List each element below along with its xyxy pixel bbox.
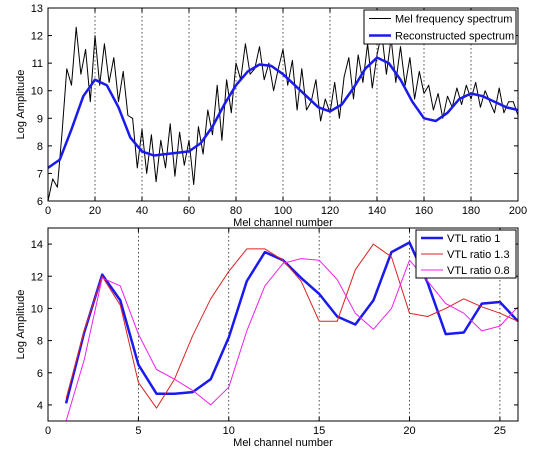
- y-tick-label: 6: [37, 368, 43, 380]
- series-line: [65, 258, 519, 422]
- series-line: [47, 26, 519, 202]
- x-axis-label: Mel channel number: [233, 437, 333, 449]
- series-line: [65, 243, 519, 409]
- y-tick-label: 14: [31, 239, 43, 251]
- y-tick-label: 8: [37, 336, 43, 348]
- top-chart: 0 20 40 60 80 100 120 140 160 180 200 6 7 8 9 10 11 12 13 M…: [15, 3, 527, 229]
- y-tick-label: 11: [32, 58, 43, 70]
- x-axis-label: Mel channel number: [233, 217, 333, 229]
- x-tick-label: 15: [313, 425, 325, 437]
- x-tick-label: 160: [415, 205, 433, 217]
- legend-label: VTL ratio 1.3: [447, 249, 510, 261]
- y-axis-label: Log Amplitude: [15, 290, 27, 360]
- y-tick-label: 7: [37, 168, 43, 180]
- x-tick-label: 180: [462, 205, 480, 217]
- y-tick-label: 12: [31, 271, 43, 283]
- x-tick-label: 10: [223, 425, 235, 437]
- legend-label: Reconstructed spectrum: [395, 31, 514, 43]
- y-tick-label: 12: [31, 31, 43, 43]
- x-tick-label: 20: [403, 425, 415, 437]
- y-tick-label: 8: [37, 141, 43, 153]
- y-axis-label: Log Amplitude: [15, 70, 27, 140]
- y-tick-label: 6: [37, 196, 43, 208]
- bottom-chart: 0 5 10 15 20 25 4 6 8 10 12 14 Mel channel number Log…: [15, 227, 519, 449]
- axes-box: [47, 227, 519, 422]
- x-tick-label: 140: [368, 205, 386, 217]
- x-tick-label: 5: [135, 425, 141, 437]
- y-tick-label: 4: [37, 400, 43, 412]
- x-tick-label: 80: [230, 205, 242, 217]
- x-tick-label: 40: [136, 205, 148, 217]
- legend: Mel frequency spectrum Reconstructed spec…: [363, 9, 517, 45]
- series-line: [47, 56, 519, 169]
- y-tick-label: 10: [31, 86, 43, 98]
- x-tick-label: 25: [494, 425, 506, 437]
- legend-label: VTL ratio 0.8: [447, 265, 510, 277]
- y-tick-label: 10: [31, 303, 43, 315]
- legend-label: VTL ratio 1: [447, 233, 500, 245]
- x-tick-label: 200: [509, 205, 527, 217]
- x-tick-label: 0: [45, 425, 51, 437]
- x-tick-label: 120: [321, 205, 339, 217]
- legend-label: Mel frequency spectrum: [395, 14, 512, 26]
- y-tick-label: 9: [37, 113, 43, 125]
- legend-box: [363, 9, 517, 45]
- y-tick-label: 13: [31, 3, 43, 15]
- x-tick-label: 0: [45, 205, 51, 217]
- x-tick-label: 60: [183, 205, 195, 217]
- x-tick-label: 20: [89, 205, 101, 217]
- legend: VTL ratio 1 VTL ratio 1.3 VTL ratio 0.8: [415, 229, 517, 279]
- x-tick-label: 100: [274, 205, 292, 217]
- series-line: [64, 241, 519, 404]
